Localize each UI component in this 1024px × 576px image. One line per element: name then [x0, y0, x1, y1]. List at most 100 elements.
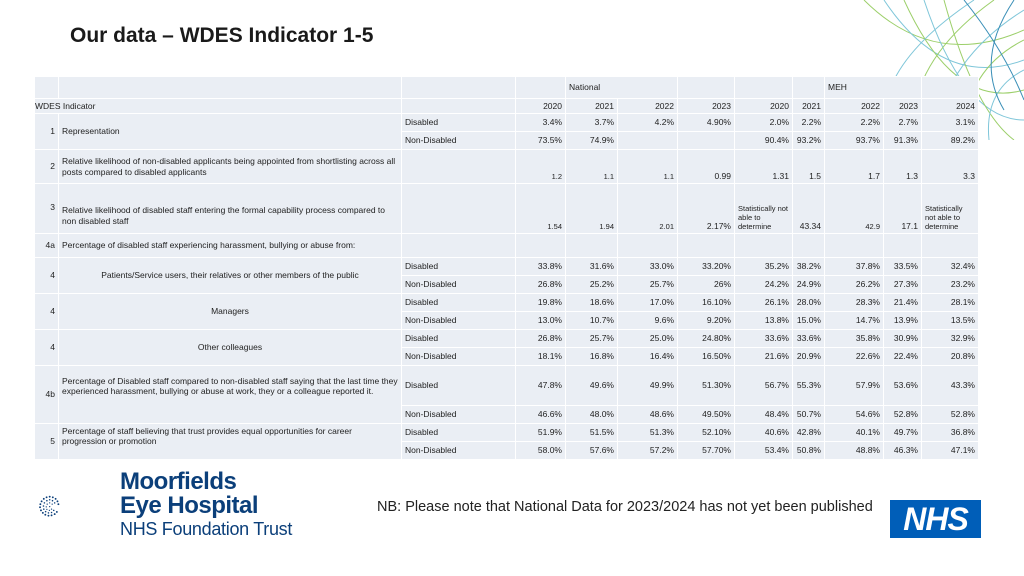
indicator-number: 3	[34, 183, 59, 234]
value-cell: 27.3%	[883, 275, 922, 294]
indicator-label: Representation	[58, 113, 402, 150]
value-cell: 26%	[677, 275, 735, 294]
value-cell: 54.6%	[824, 405, 884, 424]
category-label: Disabled	[401, 257, 516, 276]
value-cell: 26.8%	[515, 329, 566, 348]
value-cell: 57.2%	[617, 441, 678, 460]
category-label: Disabled	[401, 365, 516, 406]
year-header: 2021	[792, 98, 825, 114]
indicator-number: 4	[34, 257, 59, 294]
value-cell	[677, 131, 735, 150]
value-cell: 46.3%	[883, 441, 922, 460]
table-row: Non-Disabled 18.1% 16.8% 16.4% 16.50% 21…	[35, 347, 979, 366]
value-cell: 21.6%	[734, 347, 793, 366]
value-cell: Statistically not able to determine	[734, 183, 793, 234]
table-row: 4a Percentage of disabled staff experien…	[34, 233, 979, 258]
value-cell: 50.8%	[792, 441, 825, 460]
value-cell: 17.0%	[617, 293, 678, 312]
value-cell: 36.8%	[921, 423, 979, 442]
value-cell: 52.8%	[921, 405, 979, 424]
value-cell: 55.3%	[792, 365, 825, 406]
value-cell: 51.5%	[565, 423, 618, 442]
value-cell: 33.6%	[734, 329, 793, 348]
category-label: Disabled	[401, 113, 516, 132]
value-cell: 33.20%	[677, 257, 735, 276]
indicator-label: Managers	[58, 293, 402, 330]
value-cell: 73.5%	[515, 131, 566, 150]
value-cell: 47.8%	[515, 365, 566, 406]
value-cell: 46.6%	[515, 405, 566, 424]
category-label: Disabled	[401, 329, 516, 348]
value-cell: 25.0%	[617, 329, 678, 348]
value-cell: 24.9%	[792, 275, 825, 294]
category-label: Non-Disabled	[401, 311, 516, 330]
value-cell: 52.8%	[883, 405, 922, 424]
logo-line-2: Eye Hospital	[120, 492, 259, 519]
value-cell: 15.0%	[792, 311, 825, 330]
value-cell: 35.2%	[734, 257, 793, 276]
value-cell: 1.2	[515, 149, 566, 184]
value-cell: 40.6%	[734, 423, 793, 442]
table-row: 2 Relative likelihood of non-disabled ap…	[34, 149, 979, 184]
value-cell: 53.4%	[734, 441, 793, 460]
value-cell: 74.9%	[565, 131, 618, 150]
value-cell: 16.10%	[677, 293, 735, 312]
value-cell: 33.8%	[515, 257, 566, 276]
meh-header: MEH	[824, 76, 922, 99]
category-label: Non-Disabled	[401, 131, 516, 150]
value-cell: 57.6%	[565, 441, 618, 460]
value-cell: 13.8%	[734, 311, 793, 330]
category-label: Non-Disabled	[401, 405, 516, 424]
value-cell: 4.2%	[617, 113, 678, 132]
value-cell: 57.70%	[677, 441, 735, 460]
table-year-row: WDES Indicator 2020 2021 2022 2023 2020 …	[34, 98, 979, 114]
table-header-row: National MEH	[34, 76, 979, 99]
indicator-number: 1	[34, 113, 59, 150]
value-cell: 43.34	[792, 183, 825, 234]
value-cell: 25.7%	[617, 275, 678, 294]
table-row: Non-Disabled 58.0% 57.6% 57.2% 57.70% 53…	[35, 441, 979, 460]
value-cell: 2.0%	[734, 113, 793, 132]
value-cell: 48.4%	[734, 405, 793, 424]
value-cell: 2.17%	[677, 183, 735, 234]
value-cell: 1.3	[883, 149, 922, 184]
year-header: 2022	[617, 98, 678, 114]
value-cell: 1.5	[792, 149, 825, 184]
value-cell: 19.8%	[515, 293, 566, 312]
value-cell: 89.2%	[921, 131, 979, 150]
value-cell: 28.0%	[792, 293, 825, 312]
value-cell: 9.6%	[617, 311, 678, 330]
value-cell: 0.99	[677, 149, 735, 184]
value-cell: 49.9%	[617, 365, 678, 406]
value-cell: 2.7%	[883, 113, 922, 132]
page-title: Our data – WDES Indicator 1-5	[70, 24, 374, 47]
value-cell: 24.2%	[734, 275, 793, 294]
indicator-number: 4	[34, 329, 59, 366]
wdes-indicator-table: National MEH WDES Indicator 2020 2021 20…	[34, 76, 979, 460]
category-label: Disabled	[401, 293, 516, 312]
category-label: Non-Disabled	[401, 347, 516, 366]
indicator-label: Relative likelihood of disabled staff en…	[58, 183, 402, 234]
indicator-label: Other colleagues	[58, 329, 402, 366]
table-row: 3 Relative likelihood of disabled staff …	[34, 183, 979, 234]
value-cell: 53.6%	[883, 365, 922, 406]
table-row: Non-Disabled 13.0% 10.7% 9.6% 9.20% 13.8…	[35, 311, 979, 330]
value-cell: 48.6%	[617, 405, 678, 424]
wdes-indicator-header: WDES Indicator	[34, 98, 402, 114]
value-cell: 16.4%	[617, 347, 678, 366]
value-cell: 51.3%	[617, 423, 678, 442]
table-row: 5 Percentage of staff believing that tru…	[34, 423, 979, 460]
value-cell: 13.9%	[883, 311, 922, 330]
indicator-number: 4a	[34, 233, 59, 258]
year-header: 2021	[565, 98, 618, 114]
value-cell: 51.30%	[677, 365, 735, 406]
value-cell: 38.2%	[792, 257, 825, 276]
value-cell: 32.4%	[921, 257, 979, 276]
value-cell: 18.1%	[515, 347, 566, 366]
value-cell: 26.2%	[824, 275, 884, 294]
value-cell: 3.7%	[565, 113, 618, 132]
category-label: Non-Disabled	[401, 275, 516, 294]
value-cell: 49.7%	[883, 423, 922, 442]
value-cell: 21.4%	[883, 293, 922, 312]
category-label: Non-Disabled	[401, 441, 516, 460]
